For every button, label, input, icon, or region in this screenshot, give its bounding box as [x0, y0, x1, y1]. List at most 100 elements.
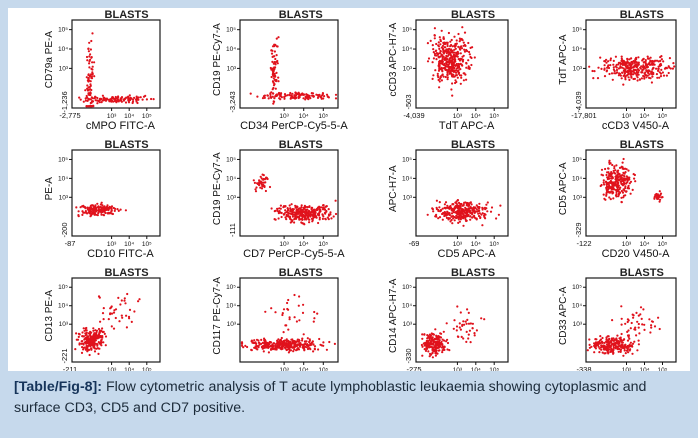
event-dot — [629, 68, 632, 71]
event-dot — [616, 184, 619, 187]
event-dot — [84, 334, 87, 337]
event-dot — [627, 76, 630, 79]
event-dot — [435, 54, 438, 57]
event-dot — [128, 94, 131, 97]
event-dot — [312, 95, 315, 98]
event-dot — [302, 97, 305, 100]
event-dot — [441, 351, 444, 354]
event-dot — [326, 95, 329, 98]
event-dot — [458, 322, 461, 325]
figure-caption: [Table/Fig-8]: Flow cytometric analysis … — [14, 377, 686, 419]
event-dot — [318, 218, 321, 221]
event-dot — [97, 327, 101, 331]
event-dot — [609, 198, 612, 201]
event-dot — [277, 346, 280, 349]
event-dot — [117, 209, 120, 212]
event-dot — [614, 55, 618, 58]
y-tick-label: 10⁴ — [58, 175, 68, 182]
x-axis-label: CD5 APC-A — [438, 248, 497, 260]
event-dot — [272, 62, 275, 65]
event-dot — [444, 68, 447, 71]
event-dot — [630, 75, 633, 78]
event-dot — [435, 213, 438, 216]
event-dot — [132, 98, 135, 101]
event-dot — [658, 195, 661, 198]
event-dot — [443, 203, 446, 206]
event-dot — [301, 311, 305, 314]
event-dot — [455, 74, 458, 77]
event-dot — [87, 97, 90, 101]
event-dot — [112, 311, 116, 314]
event-dot — [125, 326, 128, 329]
event-dot — [293, 97, 296, 100]
x-axis-min: -275 — [406, 365, 421, 371]
event-dot — [322, 97, 325, 100]
event-dot — [316, 96, 320, 99]
event-dot — [279, 204, 282, 207]
event-dot — [289, 94, 292, 97]
event-dot — [274, 57, 277, 61]
event-dot — [609, 64, 612, 67]
event-dot — [465, 330, 468, 333]
event-dot — [278, 92, 281, 95]
event-dot — [81, 335, 84, 338]
event-dot — [468, 67, 471, 70]
x-tick-label: 10³ — [279, 241, 289, 248]
event-dot — [306, 347, 310, 351]
event-dot — [640, 317, 643, 320]
event-dot — [451, 58, 454, 62]
event-dot — [104, 335, 108, 338]
event-dot — [287, 308, 290, 311]
event-dot — [657, 316, 660, 319]
event-dot — [619, 180, 622, 183]
event-dot — [650, 324, 653, 327]
event-dot — [455, 325, 459, 328]
event-dot — [458, 220, 461, 223]
event-dot — [263, 96, 266, 99]
event-dot — [637, 56, 640, 59]
event-dot — [597, 66, 600, 69]
event-dot — [86, 99, 89, 102]
event-dot — [618, 175, 621, 178]
event-dot — [457, 45, 460, 49]
event-dot — [96, 337, 99, 340]
event-dot — [430, 338, 433, 341]
event-dot — [464, 320, 467, 323]
event-dot — [470, 63, 473, 67]
y-axis-min: -200 — [60, 222, 69, 237]
y-tick-label: 10⁴ — [402, 46, 412, 53]
event-dot — [452, 327, 455, 330]
event-dot — [613, 339, 616, 342]
event-dot — [280, 215, 283, 219]
event-dot — [437, 78, 440, 82]
event-dot — [466, 308, 469, 311]
event-dot — [79, 98, 82, 101]
event-dot — [673, 65, 676, 68]
event-dot — [301, 215, 305, 218]
x-tick-label: 10³ — [107, 113, 117, 120]
event-dot — [439, 343, 442, 346]
event-dot — [108, 212, 111, 215]
event-dot — [643, 328, 646, 331]
event-dot — [446, 70, 449, 73]
event-dot — [431, 207, 434, 210]
event-dot — [627, 319, 630, 322]
event-dot — [83, 206, 86, 209]
event-dot — [426, 60, 430, 63]
event-dot — [133, 96, 136, 99]
x-tick-label: 10⁵ — [489, 241, 499, 248]
event-dot — [86, 59, 89, 62]
event-dot — [596, 77, 600, 80]
event-dot — [632, 69, 635, 72]
event-dot — [262, 95, 265, 98]
event-dot — [281, 313, 284, 317]
event-dot — [438, 206, 441, 209]
event-dot — [605, 58, 608, 61]
event-dot — [610, 190, 614, 193]
event-dot — [621, 191, 625, 194]
x-axis-label: cMPO FITC-A — [86, 120, 156, 132]
event-dot — [465, 212, 468, 215]
y-tick-label: 10⁴ — [58, 46, 68, 53]
event-dot — [633, 177, 636, 180]
